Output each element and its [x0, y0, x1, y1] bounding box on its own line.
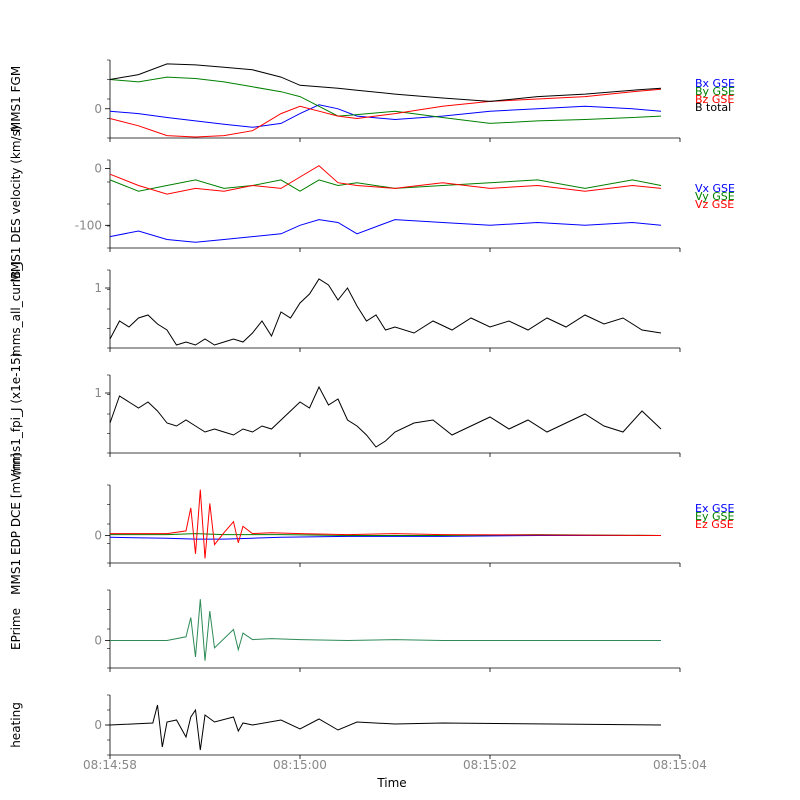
- series-line-ez-gse: [110, 489, 662, 559]
- y-axis-title: EPrime: [9, 608, 23, 650]
- panel-7: 0 heating: [9, 694, 681, 759]
- x-axis: Time 08:14:58 08:15:00 08:15:02 08:15:04: [83, 758, 707, 790]
- series-line-vy-gse: [109, 179, 662, 192]
- y-axis-title: MMS1 FGM: [9, 66, 23, 132]
- legend-entry: Ez GSE: [695, 518, 734, 531]
- series-line-main: [109, 278, 662, 346]
- series-line-bx-gse: [109, 104, 662, 128]
- y-axis-title: heating: [9, 702, 23, 748]
- x-tick-label: 08:14:58: [83, 758, 137, 772]
- series-line-main: [109, 704, 662, 751]
- y-tick-label: 0: [94, 102, 102, 116]
- x-tick-label: 08:15:02: [463, 758, 517, 772]
- legend-entry: Bz GSE: [695, 93, 734, 106]
- series-line-vz-gse: [109, 165, 662, 195]
- y-tick-label: 1: [94, 386, 102, 400]
- series-line-ex-gse: [109, 535, 661, 540]
- legend-entry: By GSE: [695, 85, 735, 98]
- series-line-by-gse: [109, 76, 662, 124]
- legend-entry: Ex GSE: [695, 502, 734, 515]
- y-axis-title: MMS1 EDP DCE [mV/m]: [9, 453, 23, 595]
- series-line-b-total: [109, 63, 662, 102]
- y-tick-label: 0: [94, 718, 102, 732]
- panel-4: 1 mms1_fpi_J (x1e-15): [9, 353, 681, 476]
- y-tick-label: -100: [75, 218, 102, 232]
- legend-entry: Ey GSE: [695, 510, 734, 523]
- x-axis-title: Time: [376, 776, 406, 790]
- series-line-bz-gse: [109, 88, 662, 138]
- y-tick-label: 1: [94, 281, 102, 295]
- series-line-main: [109, 385, 662, 448]
- y-axis-title: mms_all_curlB_J: [9, 261, 23, 357]
- y-tick-label: 0: [94, 633, 102, 647]
- series-line-vx-gse: [109, 219, 662, 243]
- panel-6: 0 EPrime: [9, 589, 681, 672]
- y-tick-label: 0: [94, 162, 102, 176]
- y-tick-label: 0: [94, 528, 102, 542]
- x-tick-label: 08:15:00: [273, 758, 327, 772]
- legend-entry: Vy GSE: [695, 190, 735, 203]
- y-axis-title: MMS1 DES velocity (km/s): [9, 125, 23, 282]
- legend-entry: Vx GSE: [695, 182, 735, 195]
- legend-entry: B total: [695, 101, 731, 114]
- x-tick-label: 08:15:04: [653, 758, 707, 772]
- legend-entry: Vz GSE: [695, 198, 734, 211]
- legend-entry: Bx GSE: [695, 77, 735, 90]
- panel-3: 1 mms_all_curlB_J: [9, 261, 681, 357]
- y-axis-title: mms1_fpi_J (x1e-15): [9, 353, 23, 476]
- series-line-main: [110, 599, 661, 661]
